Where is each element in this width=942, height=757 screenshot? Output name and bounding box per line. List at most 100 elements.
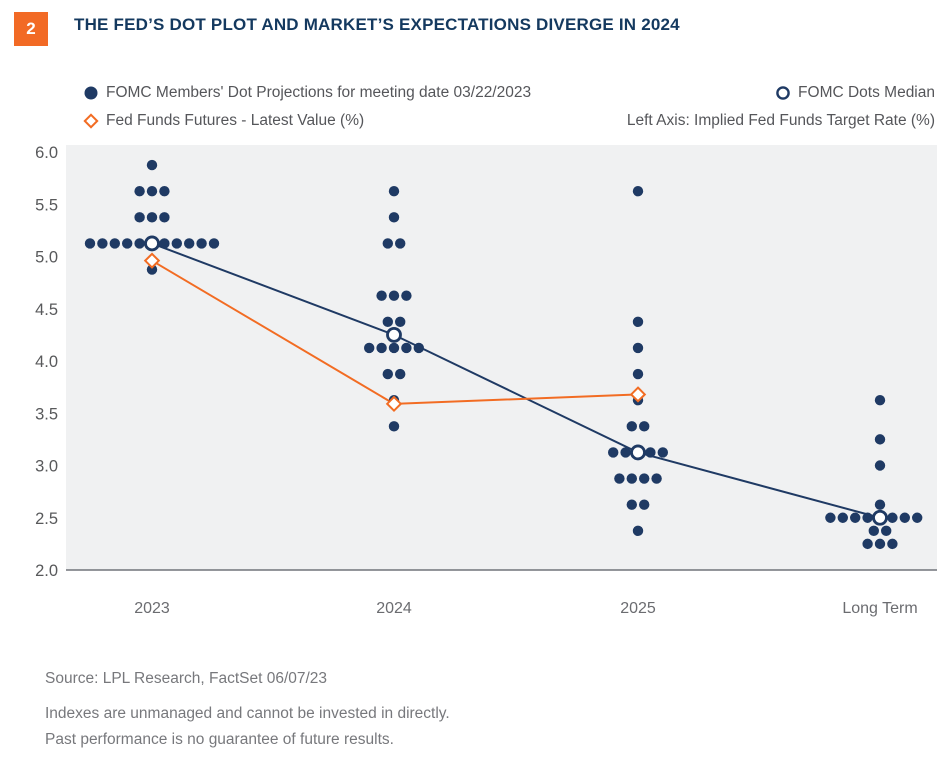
legend-item-dot-projections: FOMC Members' Dot Projections for meetin…: [83, 84, 531, 102]
dot-marker: [134, 185, 145, 197]
dot-marker: [395, 238, 406, 249]
axis-note-label: Left Axis: Implied Fed Funds Target Rate…: [626, 112, 935, 129]
dot-marker: [874, 538, 886, 550]
futures-marker: [629, 386, 647, 403]
dot-marker: [388, 185, 400, 197]
y-tick-label: 4.5: [35, 301, 58, 319]
dot-marker: [208, 238, 220, 249]
dot-marker: [395, 368, 406, 380]
dot-marker: [651, 473, 662, 484]
futures-marker: [143, 252, 161, 269]
dot-marker: [626, 499, 637, 510]
dot-marker: [632, 525, 644, 537]
dot-marker: [657, 447, 668, 458]
dot-marker: [159, 212, 170, 223]
legend-label-median: FOMC Dots Median: [798, 84, 935, 101]
dot-marker: [639, 473, 650, 484]
dot-marker: [632, 316, 644, 328]
y-tick-label: 5.5: [35, 196, 58, 214]
dot-marker: [388, 342, 400, 354]
x-axis-label: 2023: [134, 600, 170, 617]
dot-marker: [874, 460, 886, 471]
dot-marker: [850, 512, 861, 523]
dot-marker: [382, 368, 393, 380]
legend-item-futures: Fed Funds Futures - Latest Value (%): [83, 112, 364, 130]
dot-marker: [388, 290, 400, 301]
dot-marker: [134, 238, 145, 249]
dot-marker: [382, 238, 393, 249]
dot-marker: [639, 421, 650, 432]
disclaimer-line-1: Indexes are unmanaged and cannot be inve…: [45, 705, 450, 722]
dot-marker: [912, 512, 923, 523]
dot-marker: [874, 499, 886, 510]
dot-marker: [395, 316, 406, 328]
dot-marker: [632, 185, 644, 197]
dot-marker: [376, 342, 387, 354]
dot-marker: [84, 238, 96, 249]
dot-marker: [184, 238, 195, 249]
legend-axis-note: Left Axis: Implied Fed Funds Target Rate…: [627, 112, 935, 130]
source-line: Source: LPL Research, FactSet 06/07/23: [45, 670, 328, 687]
legend-label-futures: Fed Funds Futures - Latest Value (%): [106, 112, 365, 129]
median-marker: [386, 326, 402, 343]
dot-marker: [632, 342, 644, 354]
dot-marker: [837, 512, 848, 523]
open-diamond-icon: [83, 113, 99, 129]
dot-marker: [862, 512, 873, 523]
y-tick-label: 2.5: [35, 510, 58, 528]
dot-marker: [887, 538, 898, 550]
dot-marker: [146, 264, 158, 275]
chart-title: THE FED’S DOT PLOT AND MARKET’S EXPECTAT…: [74, 15, 680, 34]
dot-marker: [413, 342, 424, 354]
dot-marker: [825, 512, 836, 523]
y-tick-label: 3.5: [35, 405, 58, 423]
dot-marker: [626, 421, 637, 432]
legend-label-dot-projections: FOMC Members' Dot Projections for meetin…: [106, 84, 532, 101]
median-marker: [872, 509, 888, 526]
dot-marker: [109, 238, 121, 249]
y-tick-label: 2.0: [35, 562, 58, 580]
figure-number-badge: 2: [14, 12, 48, 46]
dot-marker: [881, 525, 892, 537]
dot-marker: [196, 238, 207, 249]
median-marker: [144, 235, 160, 252]
dot-marker: [887, 512, 898, 523]
dot-marker: [868, 525, 879, 537]
dot-marker: [620, 447, 631, 458]
dot-marker: [401, 290, 412, 301]
dot-marker: [639, 499, 650, 510]
dot-marker: [364, 342, 375, 354]
dot-marker: [159, 238, 170, 249]
x-axis-label: 2024: [376, 600, 412, 617]
dot-marker: [146, 159, 158, 171]
dot-plot-chart: 6.0 5.5 5.0 4.5 4.0 3.5 3.0 2.5 2.0 2023 2024 2025 L…: [35, 144, 937, 617]
dot-marker: [899, 512, 910, 523]
dot-marker: [382, 316, 393, 328]
y-tick-label: 5.0: [35, 249, 58, 267]
dot-marker: [134, 212, 145, 223]
dot-marker: [388, 421, 400, 432]
open-circle-icon: [775, 85, 791, 101]
dot-marker: [608, 447, 619, 458]
dot-marker: [171, 238, 182, 249]
dot-plot-svg: 6.0 5.5 5.0 4.5 4.0 3.5 3.0 2.5 2.0 2023 2024 2025 L…: [35, 144, 937, 617]
legend-item-median: FOMC Dots Median: [775, 84, 935, 102]
legend-row-1: FOMC Members' Dot Projections for meetin…: [0, 84, 942, 104]
dot-marker: [388, 212, 400, 223]
legend-row-2: Fed Funds Futures - Latest Value (%) Lef…: [0, 112, 942, 132]
x-axis-label: Long Term: [842, 600, 917, 617]
dot-marker: [645, 447, 656, 458]
dot-marker: [874, 394, 886, 406]
filled-dot-icon: [83, 85, 99, 101]
dot-marker: [376, 290, 387, 301]
dot-marker: [614, 473, 625, 484]
dot-marker: [874, 434, 886, 445]
disclaimer-line-2: Past performance is no guarantee of futu…: [45, 731, 394, 748]
y-tick-label: 4.0: [35, 353, 58, 371]
futures-marker: [385, 395, 403, 413]
dot-marker: [146, 212, 158, 223]
x-axis-label: 2025: [620, 600, 656, 617]
plot-area: [66, 145, 937, 570]
y-tick-label: 3.0: [35, 458, 58, 476]
dot-marker: [626, 473, 637, 484]
